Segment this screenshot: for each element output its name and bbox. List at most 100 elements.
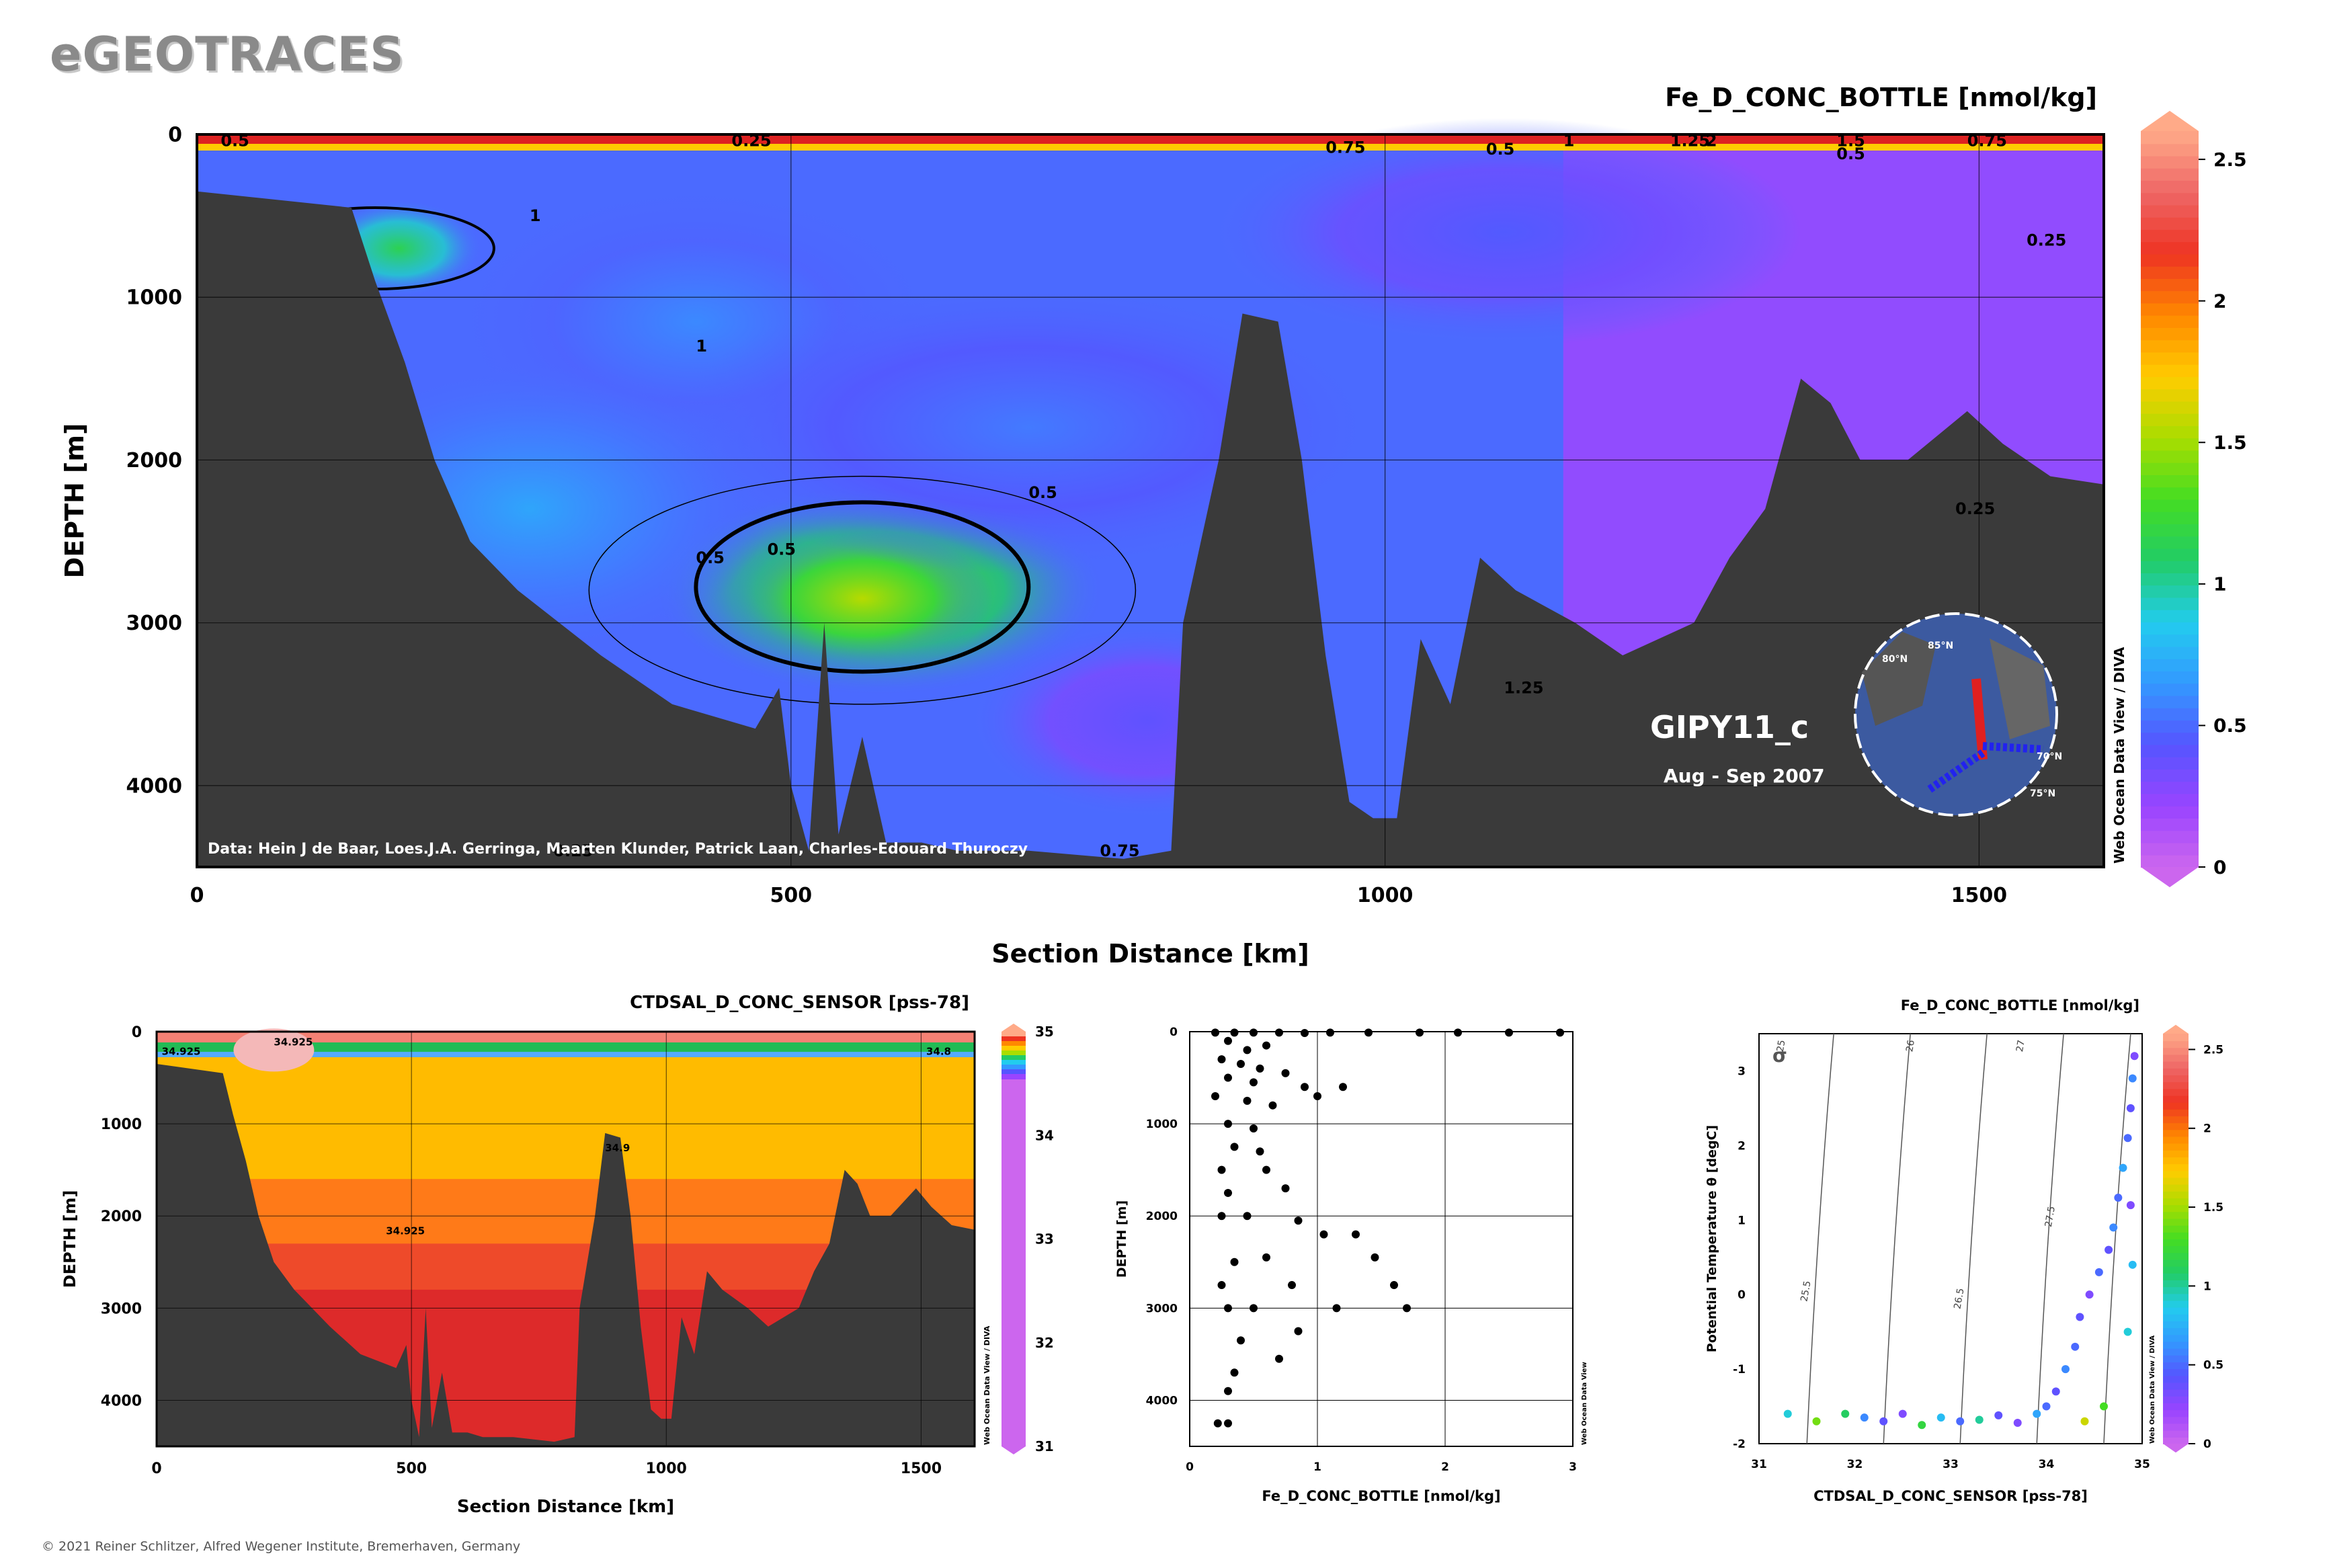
main-colorbar-segment: [2141, 450, 2199, 463]
ts-ylabel: Potential Temperature θ [degC]: [1705, 1125, 1719, 1352]
ts-colorbar-label: 2: [2203, 1122, 2211, 1136]
main-title: Fe_D_CONC_BOTTLE [nmol/kg]: [1665, 83, 2097, 112]
ts-colorbar-segment: [2163, 1259, 2189, 1267]
main-contour-label: 0.25: [553, 841, 593, 860]
fe-point: [1262, 1253, 1270, 1262]
main-colorbar-segment: [2141, 474, 2199, 488]
sal-colorbar-top-arrow: [1002, 1024, 1026, 1032]
main-colorbar-top-arrow: [2141, 110, 2199, 131]
ts-colorbar-segment: [2163, 1266, 2189, 1274]
main-contour-label: 1.5: [1836, 132, 1865, 151]
ts-isopycnal-label: 26: [1904, 1039, 1917, 1053]
ts-point: [2128, 1074, 2137, 1083]
main-contour-label: 0.25: [731, 132, 771, 151]
main-colorbar-segment: [2141, 671, 2199, 684]
sal-colorbar-segment: [1002, 1050, 1026, 1056]
fe-xtick: 0: [1186, 1460, 1194, 1474]
sal-colorbar-segment: [1002, 1036, 1026, 1042]
ts-point: [1956, 1417, 1965, 1426]
main-contour-label: 0.75: [1967, 132, 2007, 151]
ts-colorbar-segment: [2163, 1327, 2189, 1335]
main-colorbar-segment: [2141, 720, 2199, 733]
sal-xtick: 0: [151, 1460, 161, 1477]
main-colorbar-segment: [2141, 781, 2199, 794]
ts-xtick: 32: [1847, 1458, 1863, 1471]
main-xtick: 1500: [1951, 884, 2008, 907]
ts-colorbar-segment: [2163, 1061, 2189, 1069]
ts-colorbar-segment: [2163, 1403, 2189, 1411]
ts-point: [1879, 1417, 1888, 1426]
main-credit: Data: Hein J de Baar, Loes.J.A. Gerringa…: [208, 841, 1028, 858]
ts-point: [1783, 1409, 1792, 1418]
fe-point: [1313, 1091, 1321, 1100]
ts-xtick: 31: [1751, 1458, 1767, 1471]
ts-colorbar-segment: [2163, 1409, 2189, 1417]
fe-point: [1217, 1055, 1226, 1064]
sal-colorbar-bottom-arrow: [1002, 1446, 1026, 1454]
ts-colorbar-segment: [2163, 1225, 2189, 1233]
main-colorbar-segment: [2141, 131, 2199, 145]
main-colorbar-label: 0: [2213, 856, 2226, 878]
ts-colorbar-segment: [2163, 1170, 2189, 1178]
main-colorbar-segment: [2141, 818, 2199, 831]
fe-point: [1224, 1419, 1232, 1428]
ts-isopycnal-label: 26.5: [1952, 1288, 1966, 1310]
fe-point: [1294, 1216, 1303, 1225]
fe-point: [1230, 1257, 1239, 1266]
inset-map-lat-label: 70°N: [2037, 751, 2062, 762]
ts-isopycnal-label: 27: [2014, 1039, 2027, 1053]
ts-diagram-chart: 25 26 27 25.5 26.5 27.5 σ -2 -1 0 1 2 3 31 32 33 34 35 Fe_…: [1705, 997, 2223, 1504]
main-colorbar-segment: [2141, 315, 2199, 328]
ts-colorbar-segment: [2163, 1177, 2189, 1185]
main-xtick: 1000: [1357, 884, 1414, 907]
main-contour-label: 1.25: [1670, 132, 1710, 151]
inset-map-border: [1854, 612, 2058, 817]
sal-colorbar-segment: [1002, 1032, 1026, 1037]
main-colorbar-segment: [2141, 352, 2199, 365]
inset-map-greenland: [1862, 632, 1936, 726]
ts-xtick: 33: [1943, 1458, 1959, 1471]
ts-colorbar-segment: [2163, 1040, 2189, 1048]
fe-point: [1230, 1368, 1239, 1377]
sal-colorbar-label: 32: [1035, 1335, 1054, 1351]
ts-colorbar-segment: [2163, 1280, 2189, 1288]
ts-point: [2051, 1387, 2060, 1396]
ts-isopycnal: [1883, 1033, 1911, 1444]
ts-point: [2071, 1342, 2080, 1351]
ts-point: [2109, 1223, 2118, 1232]
ts-colorbar-segment: [2163, 1272, 2189, 1280]
ts-colorbar-segment: [2163, 1430, 2189, 1438]
main-colorbar-segment: [2141, 756, 2199, 770]
main-colorbar-segment: [2141, 241, 2199, 255]
main-colorbar-segment: [2141, 573, 2199, 586]
main-contour-label: 0.5: [696, 548, 725, 567]
ts-colorbar-segment: [2163, 1239, 2189, 1247]
fe-point: [1243, 1212, 1252, 1221]
ts-colorbar-segment: [2163, 1116, 2189, 1124]
main-colorbar-segment: [2141, 744, 2199, 757]
main-colorbar-segment: [2141, 438, 2199, 451]
sal-title: CTDSAL_D_CONC_SENSOR [pss-78]: [630, 993, 969, 1013]
ts-ytick: -2: [1733, 1438, 1746, 1451]
sal-contour-label: 34.9: [605, 1142, 630, 1154]
ts-colorbar-top-arrow: [2163, 1024, 2189, 1034]
sal-colorbar-segment: [1002, 1065, 1026, 1070]
sal-colorbar-label: 33: [1035, 1231, 1054, 1247]
sal-colorbar-label: 35: [1035, 1024, 1054, 1040]
ts-colorbar-segment: [2163, 1129, 2189, 1137]
ts-isopycnal-label: 25.5: [1799, 1280, 1813, 1302]
sal-ytick: 2000: [101, 1208, 142, 1225]
ts-colorbar-segment: [2163, 1054, 2189, 1062]
sal-ytick: 4000: [101, 1393, 142, 1409]
sal-colorbar-segment: [1002, 1060, 1026, 1065]
ts-colorbar-segment: [2163, 1218, 2189, 1226]
ts-point: [1898, 1409, 1907, 1418]
ts-colorbar-segment: [2163, 1075, 2189, 1083]
main-colorbar-label: 0.5: [2213, 714, 2247, 737]
main-colorbar-segment: [2141, 229, 2199, 243]
fe-profile-chart: 0 1000 2000 3000 4000 0 1 2 3 Fe_D_CONC_BOTTLE [n…: [1114, 1026, 1588, 1504]
fe-point: [1217, 1281, 1226, 1290]
main-colorbar-segment: [2141, 695, 2199, 708]
main-colorbar-segment: [2141, 401, 2199, 414]
